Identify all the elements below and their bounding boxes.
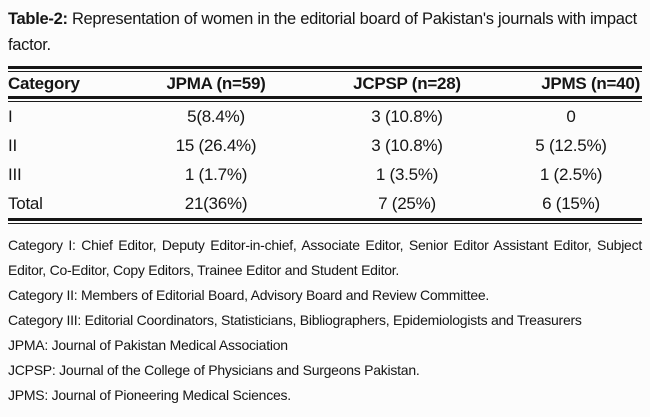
- footnote-category-2: Category II: Members of Editorial Board,…: [8, 287, 490, 303]
- table-row-total: Total 21(36%) 7 (25%) 6 (15%): [8, 189, 642, 218]
- row-label: Total: [8, 193, 43, 213]
- table-row-category-3: III 1 (1.7%) 1 (3.5%) 1 (2.5%): [8, 160, 642, 189]
- column-header-jpma: JPMA (n=59): [166, 74, 266, 93]
- footnote-category-3: Category III: Editorial Coordinators, St…: [8, 312, 582, 328]
- table-caption-label: Table-2:: [8, 10, 68, 28]
- footnote-jpms: JPMS: Journal of Pioneering Medical Scie…: [8, 387, 291, 403]
- table-caption-text: Representation of women in the editorial…: [8, 10, 637, 54]
- row-label: III: [8, 164, 22, 184]
- table-cell-jcpsp: 3 (10.8%): [371, 135, 443, 155]
- table-footnotes: Category I: Chief Editor, Deputy Editor-…: [8, 233, 642, 408]
- row-label: II: [8, 135, 17, 155]
- table-cell-jpma: 21(36%): [184, 193, 248, 213]
- table-row-category-2: II 15 (26.4%) 3 (10.8%) 5 (12.5%): [8, 131, 642, 160]
- column-header-jpms: JPMS (n=40): [541, 74, 640, 93]
- table-cell-jpma: 5(8.4%): [187, 106, 245, 126]
- table-cell-jpma: 15 (26.4%): [175, 135, 257, 155]
- footnote-jcpsp: JCPSP: Journal of the College of Physici…: [8, 362, 420, 378]
- table-cell-jpms: 0: [566, 106, 576, 126]
- table-row-category-1: I 5(8.4%) 3 (10.8%) 0: [8, 102, 642, 131]
- header-divider-rule: [8, 96, 642, 102]
- table-caption: Table-2: Representation of women in the …: [8, 6, 642, 58]
- table-cell-jcpsp: 7 (25%): [378, 193, 436, 213]
- table-bottom-rule: [8, 218, 642, 224]
- table-cell-jcpsp: 1 (3.5%): [375, 164, 439, 184]
- table-top-rule: [8, 66, 642, 72]
- footnote-jpma: JPMA: Journal of Pakistan Medical Associ…: [8, 337, 288, 353]
- column-header-jcpsp: JCPSP (n=28): [353, 74, 461, 93]
- table-cell-jpms: 5 (12.5%): [535, 135, 607, 155]
- table-cell-jcpsp: 3 (10.8%): [371, 106, 443, 126]
- table-cell-jpms: 6 (15%): [542, 193, 600, 213]
- column-header-category: Category: [8, 74, 80, 93]
- table-cell-jpma: 1 (1.7%): [184, 164, 248, 184]
- row-label: I: [8, 106, 13, 126]
- table-cell-jpms: 1 (2.5%): [539, 164, 603, 184]
- footnote-category-1: Category I: Chief Editor, Deputy Editor-…: [8, 237, 642, 278]
- table-header-row: Category JPMA (n=59) JCPSP (n=28) JPMS (…: [8, 72, 642, 96]
